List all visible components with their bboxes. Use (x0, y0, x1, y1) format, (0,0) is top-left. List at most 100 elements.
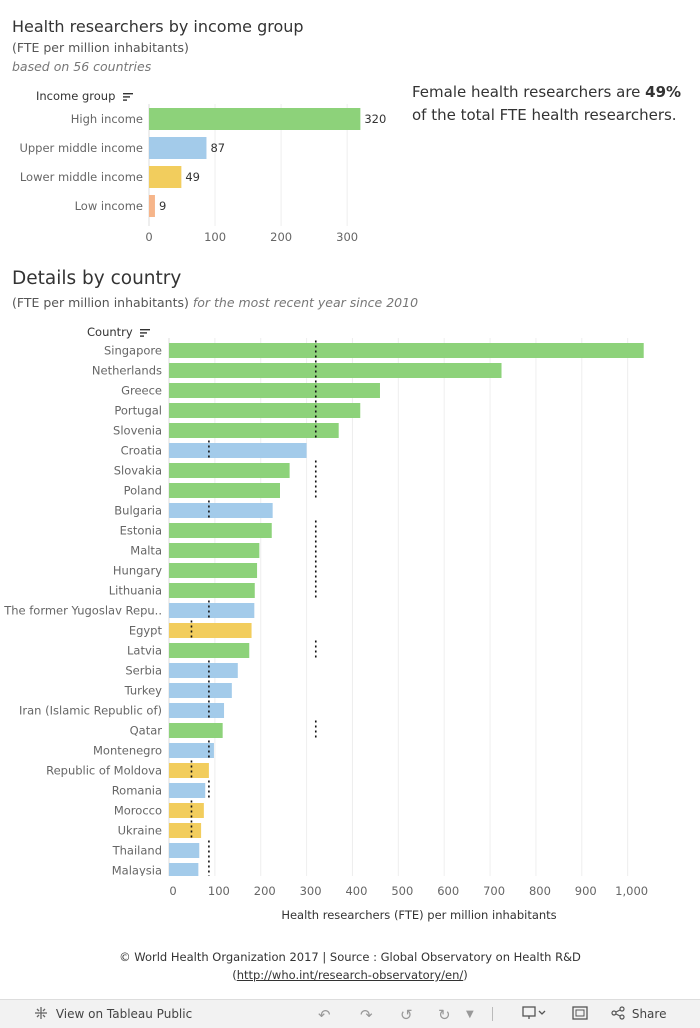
country-tick-label: 300 (300, 884, 322, 898)
revert-icon[interactable]: ↺ (400, 1006, 413, 1024)
country-label: Turkey (124, 684, 163, 698)
country-bar (169, 863, 199, 876)
country-label: Thailand (112, 844, 162, 858)
country-bar (169, 583, 255, 598)
country-tick-label: 400 (345, 884, 367, 898)
country-label: Estonia (120, 524, 162, 538)
footer-link-line: (http://who.int/research-observatory/en/… (232, 968, 468, 982)
redo-icon[interactable]: ↷ (360, 1006, 373, 1024)
country-x-axis-title: Health researchers (FTE) per million inh… (281, 908, 556, 922)
undo-icon[interactable]: ↶ (318, 1006, 331, 1024)
view-on-tableau-label: View on Tableau Public (55, 1007, 193, 1021)
country-label: Ukraine (118, 824, 162, 838)
country-header[interactable]: Country (87, 325, 151, 339)
income-category-label: High income (71, 112, 143, 126)
toolbar-divider (492, 1007, 493, 1021)
country-label: Hungary (113, 564, 162, 578)
country-label: Serbia (125, 664, 162, 678)
fullscreen-icon[interactable] (572, 1006, 588, 1023)
country-bar (169, 743, 214, 758)
income-group-chart: 0 100 200 300 High income 320 Upper middle inc… (19, 104, 386, 244)
country-header-label: Country (87, 325, 133, 339)
female-researchers-callout: Female health researchers are 49% of the… (412, 81, 681, 127)
tableau-icon (35, 1007, 47, 1019)
income-category-label: Low income (75, 199, 143, 213)
income-category-label: Lower middle income (20, 170, 143, 184)
country-tick-label: 500 (391, 884, 413, 898)
country-label: Bulgaria (114, 504, 162, 518)
country-bar (169, 463, 290, 478)
income-bar (149, 137, 207, 159)
income-data-label: 87 (210, 141, 225, 155)
country-label: Greece (121, 384, 162, 398)
income-data-label: 320 (364, 112, 386, 126)
country-label: Malaysia (112, 864, 162, 877)
country-label: Morocco (114, 804, 162, 818)
country-tick-label: 0 (169, 884, 176, 898)
country-bar (169, 523, 272, 538)
country-bar (169, 783, 206, 798)
country-bar (169, 563, 258, 578)
view-on-tableau-button[interactable]: View on Tableau Public (34, 1006, 192, 1021)
country-bar (169, 723, 223, 738)
income-chart-title: Health researchers by income group (12, 17, 304, 36)
country-bar (169, 763, 209, 778)
share-label: Share (631, 1007, 667, 1021)
refresh-icon[interactable]: ↻ (438, 1006, 451, 1024)
country-label: Romania (112, 784, 162, 798)
female-text-pre: Female health researchers are (412, 83, 646, 101)
female-percentage: 49% (645, 83, 682, 101)
country-label: Egypt (129, 624, 163, 638)
country-x-axis: 0 100 200 300 400 500 600 700 800 900 1,000 Health … (169, 884, 648, 922)
country-bar (169, 663, 238, 678)
income-group-header[interactable]: Income group (36, 89, 134, 103)
country-label: Poland (124, 484, 162, 498)
country-bar (169, 643, 250, 658)
share-button[interactable]: Share (611, 1006, 666, 1021)
country-bar (169, 543, 260, 558)
country-label: Latvia (127, 644, 162, 658)
country-tick-label: 1,000 (615, 884, 648, 898)
country-label: Iran (Islamic Republic of) (19, 704, 162, 718)
country-bar (169, 483, 280, 498)
country-bar (169, 443, 307, 458)
sort-icon[interactable] (123, 92, 134, 101)
source-link[interactable]: http://who.int/research-observatory/en/ (236, 968, 464, 982)
female-text-post: of the total FTE health researchers. (412, 106, 677, 124)
chevron-down-icon[interactable]: ▼ (466, 1009, 474, 1020)
share-icon (611, 1006, 625, 1020)
income-group-header-label: Income group (36, 89, 116, 103)
country-bar (169, 823, 202, 838)
country-tick-label: 900 (575, 884, 597, 898)
country-label: The former Yugoslav Repu.. (3, 604, 162, 618)
country-label: Portugal (114, 404, 162, 418)
income-bar (149, 166, 182, 188)
income-data-label: 49 (185, 170, 200, 184)
country-label: Croatia (121, 444, 162, 458)
country-label: Lithuania (109, 584, 162, 598)
country-label: Qatar (130, 724, 163, 738)
country-label: Republic of Moldova (46, 764, 162, 778)
country-bar (169, 503, 273, 518)
income-tick-label: 300 (336, 230, 358, 244)
footer-source: © World Health Organization 2017 | Sourc… (119, 950, 581, 964)
income-data-label: 9 (159, 199, 166, 213)
sort-icon[interactable] (140, 328, 151, 337)
income-category-label: Upper middle income (19, 141, 143, 155)
country-bar (169, 423, 339, 438)
country-bar (169, 683, 232, 698)
income-chart-subtitle: (FTE per million inhabitants) (12, 40, 189, 55)
download-icon[interactable] (522, 1006, 546, 1023)
details-subtitle: (FTE per million inhabitants) for the mo… (12, 295, 418, 310)
country-tick-label: 600 (437, 884, 459, 898)
country-bar (169, 623, 252, 638)
country-label: Montenegro (93, 744, 162, 758)
income-chart-note: based on 56 countries (12, 59, 152, 74)
country-label: Netherlands (92, 364, 162, 378)
country-label: Slovakia (114, 464, 162, 478)
country-bar (169, 803, 204, 818)
details-title: Details by country (12, 268, 182, 289)
country-bar (169, 703, 225, 718)
country-chart: Singapore Netherlands Greece Portugal Sloven… (3, 338, 644, 877)
income-tick-label: 200 (270, 230, 292, 244)
